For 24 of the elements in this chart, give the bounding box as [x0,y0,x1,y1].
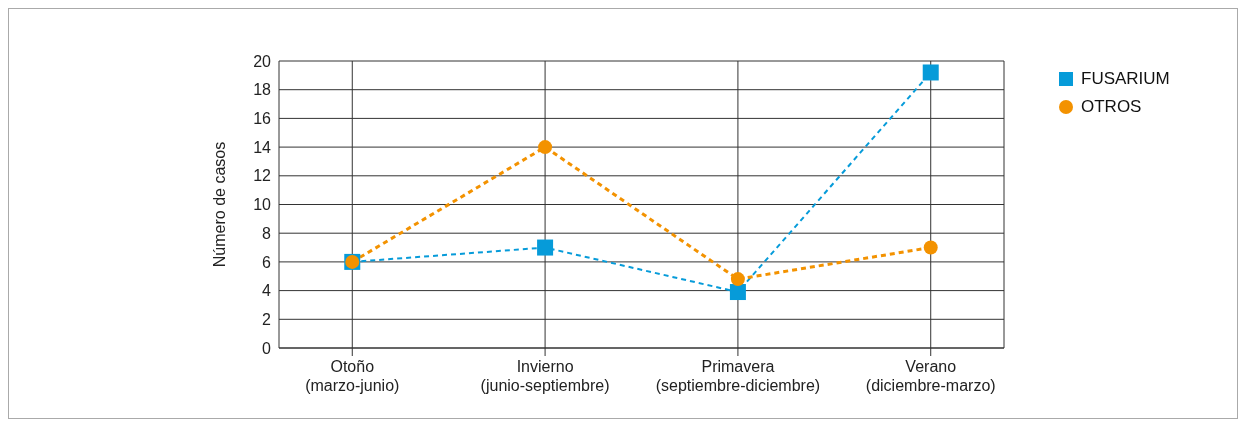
point [537,239,554,256]
point [730,272,745,287]
y-tick-label: 20 [253,52,272,70]
point [729,284,746,301]
x-tick-label: Verano (diciembre-marzo) [865,358,996,394]
point [923,240,938,255]
y-tick-label: 0 [262,339,272,357]
y-tick-label: 2 [262,310,272,328]
y-axis-title: Número de casos [210,141,228,268]
x-tick-label: Invierno (junio-septiembre) [480,358,610,394]
x-tick-label: Otoño (marzo-junio) [305,358,400,394]
y-tick-label: 14 [253,138,272,156]
legend-label: OTROS [1081,97,1142,117]
y-tick-label: 18 [253,81,272,99]
x-tick-label: Primavera (septiembre-diciembre) [655,358,821,394]
y-tick-label: 16 [253,110,272,128]
point [922,64,939,81]
y-tick-label: 4 [262,282,272,300]
y-tick-label: 10 [253,196,272,214]
legend-label: FUSARIUM [1081,69,1170,89]
y-tick-label: 12 [253,167,272,185]
y-tick-label: 8 [262,224,272,242]
point [538,140,553,155]
y-tick-label: 6 [262,253,272,271]
